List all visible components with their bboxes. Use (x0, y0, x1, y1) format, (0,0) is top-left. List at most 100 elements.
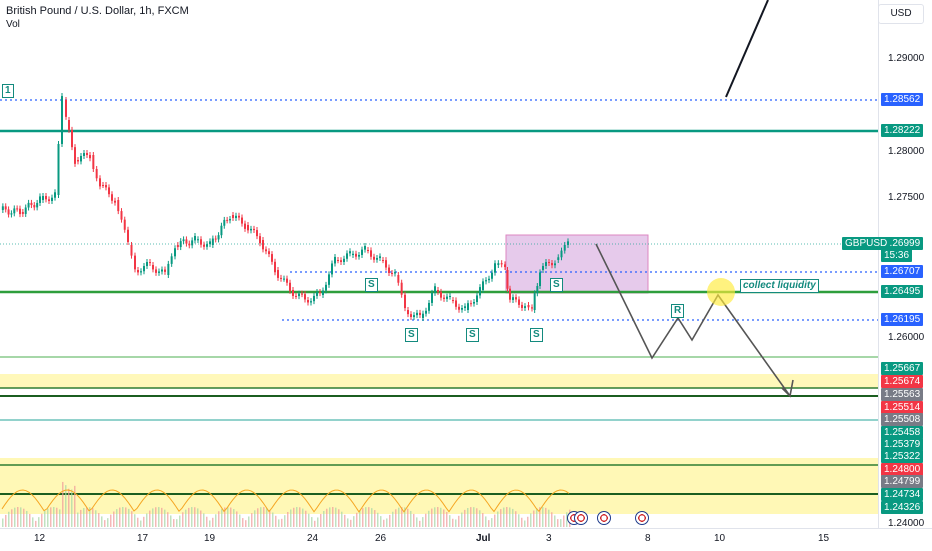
volume-bar (446, 511, 448, 527)
volume-bar (494, 514, 496, 527)
candle-body (488, 278, 490, 281)
event-flag-icon[interactable] (597, 511, 611, 525)
volume-label: Vol (6, 19, 20, 30)
candle-body (497, 263, 500, 265)
price-tag: 15:36 (881, 249, 913, 262)
candle-body (54, 192, 56, 198)
candle-body (554, 263, 556, 266)
volume-bar (371, 508, 373, 527)
candlesticks (1, 93, 569, 321)
volume-bar (356, 512, 358, 527)
candle-body (425, 310, 427, 314)
price-tag: 1.26495 (881, 285, 924, 298)
support-label-1[interactable]: S (365, 278, 378, 292)
volume-bar (500, 509, 502, 527)
candle-body (388, 267, 390, 273)
candle-body (295, 295, 297, 297)
candle-body (83, 153, 85, 156)
time-scale[interactable] (0, 528, 932, 551)
volume-bar (107, 518, 109, 527)
volume-bar (35, 520, 37, 527)
volume-bar (194, 507, 196, 527)
candle-body (531, 307, 533, 309)
volume-bar (110, 514, 112, 527)
volume-bar (377, 512, 379, 527)
candle-body (551, 263, 553, 266)
volume-bar (350, 519, 352, 527)
price-tag: 1.25458 (881, 426, 924, 439)
candle-body (545, 262, 547, 266)
volume-bar (125, 507, 127, 527)
volume-bar (503, 507, 505, 527)
volume-bar (29, 513, 31, 527)
candle-body (143, 266, 145, 272)
candle-body (310, 301, 312, 303)
volume-bar (20, 507, 22, 527)
volume-bar (449, 515, 451, 527)
volume-bar (128, 508, 130, 527)
volume-bar (311, 517, 313, 527)
candle-body (440, 291, 442, 298)
volume-bar (191, 507, 193, 527)
volume-bar (221, 508, 223, 527)
candle-body (557, 257, 560, 260)
volume-bar (146, 513, 148, 527)
event-flag-icon[interactable] (574, 511, 588, 525)
volume-bar (56, 507, 58, 527)
volume-bar (2, 518, 4, 527)
candle-body (146, 262, 148, 267)
volume-bar (236, 511, 238, 527)
volume-bar (113, 511, 115, 527)
volume-bar (50, 507, 52, 527)
event-flag-icon[interactable] (635, 511, 649, 525)
retest-label[interactable]: R (671, 304, 685, 318)
candle-body (286, 278, 288, 283)
collect-liquidity-label[interactable]: collect liquidity (740, 279, 819, 293)
candle-body (140, 271, 142, 273)
volume-bar (179, 515, 181, 527)
support-label-4[interactable]: S (530, 328, 543, 342)
support-label-2[interactable]: S (405, 328, 418, 342)
volume-bar (47, 508, 49, 527)
volume-bar (425, 513, 427, 527)
candle-body (449, 296, 451, 298)
volume-bar (86, 507, 88, 527)
candle-body (114, 200, 116, 203)
volume-bar (239, 514, 241, 527)
price-tag: 1.25508 (881, 413, 924, 426)
wave-label[interactable]: 1 (2, 84, 14, 98)
candle-body (4, 206, 7, 210)
volume-bar (38, 517, 40, 527)
candle-body (524, 306, 526, 308)
price-tag: 1.25514 (881, 401, 924, 414)
candle-body (479, 287, 481, 296)
candle-body (446, 296, 448, 299)
candle-body (298, 293, 300, 297)
candle-body (292, 290, 294, 296)
candle-body (539, 272, 541, 287)
candle-body (137, 270, 139, 273)
volume-bar (302, 508, 304, 527)
volume-bar (362, 508, 364, 527)
volume-bar (203, 513, 205, 527)
volume-bar (443, 509, 445, 527)
price-tag: 1.25563 (881, 388, 924, 401)
support-label-3[interactable]: S (466, 328, 479, 342)
candle-body (428, 302, 430, 311)
volume-bar (320, 513, 322, 527)
price-tag: 1.25667 (881, 362, 924, 375)
price-scale[interactable] (878, 0, 932, 528)
candle-body (322, 290, 324, 295)
volume-bar (182, 512, 184, 527)
candle-body (1, 206, 4, 210)
volume-bar (431, 508, 433, 527)
volume-bar (266, 507, 268, 527)
volume-bar (401, 507, 403, 527)
support-label-5[interactable]: S (550, 278, 563, 292)
candle-body (7, 209, 10, 215)
candle-body (123, 219, 126, 230)
volume-bar (59, 509, 61, 527)
liquidity-zone-lower (0, 458, 878, 514)
volume-bar (365, 507, 367, 527)
